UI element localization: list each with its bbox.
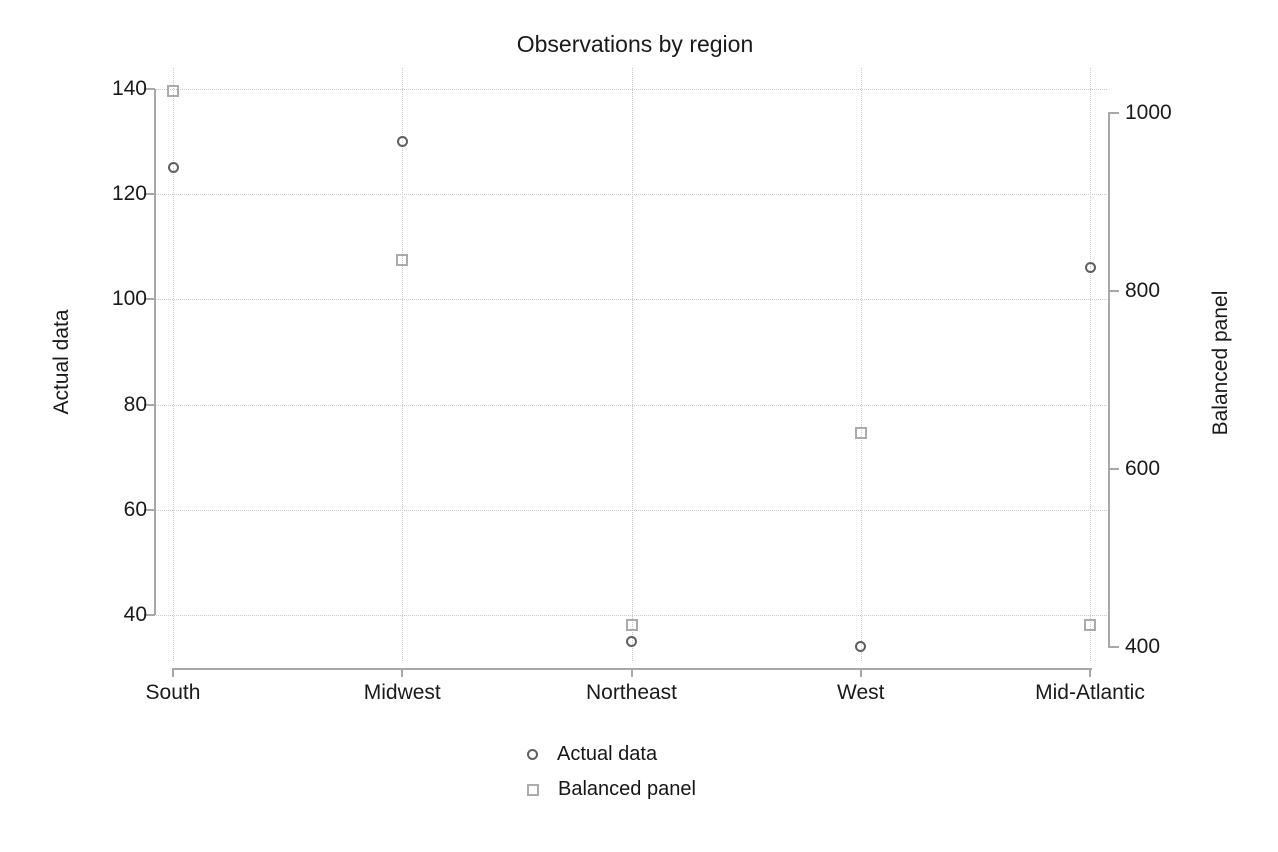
left-axis-tick-label: 60 (123, 497, 147, 521)
right-axis-line (1108, 113, 1110, 647)
right-axis-tick (1108, 468, 1119, 470)
chart-title: Observations by region (516, 31, 754, 57)
x-axis-tick (1089, 668, 1091, 677)
data-point-square-south (167, 84, 179, 97)
vertical-gridline (173, 68, 174, 661)
left-axis-tick (144, 614, 155, 616)
x-axis-tick (630, 668, 633, 677)
legend-item-actual-data: Actual data (527, 737, 696, 772)
right-axis-tick-label: 400 (1125, 635, 1161, 658)
vertical-gridline (631, 68, 633, 661)
data-point-square-northeast (625, 618, 638, 631)
circle-marker-icon (527, 749, 538, 760)
right-axis-tick (1108, 290, 1119, 292)
left-axis-line (154, 89, 156, 615)
left-axis-tick (144, 88, 155, 90)
right-axis-tick-label: 600 (1125, 457, 1161, 480)
left-axis-tick-label: 100 (111, 287, 147, 311)
x-axis-tick (401, 668, 404, 677)
data-point-square-mid-atlantic (1084, 618, 1096, 631)
square-marker-icon (527, 783, 539, 796)
right-axis-tick-label: 800 (1125, 279, 1161, 302)
data-point-circle-south (167, 162, 179, 174)
left-axis-tick (144, 508, 155, 511)
left-axis-tick-label: 80 (123, 392, 147, 416)
data-point-circle-mid-atlantic (1084, 262, 1096, 274)
legend: Actual data Balanced panel (527, 737, 696, 807)
x-axis-line (173, 668, 1092, 670)
data-point-square-west (854, 427, 867, 440)
x-axis-tick-label: Mid-Atlantic (1035, 681, 1145, 704)
left-axis-tick-label: 140 (111, 77, 147, 100)
right-axis-tick (1108, 646, 1119, 648)
right-axis-tick-label: 1000 (1125, 101, 1172, 124)
left-axis-tick-label: 120 (111, 182, 147, 206)
legend-label: Actual data (557, 743, 658, 765)
left-axis-tick (144, 403, 155, 406)
vertical-gridline (402, 68, 404, 661)
data-point-circle-northeast (626, 635, 637, 647)
x-axis-tick-label: West (837, 681, 885, 704)
vertical-gridline (1090, 68, 1091, 661)
data-point-square-midwest (396, 253, 409, 266)
legend-label: Balanced panel (558, 778, 696, 800)
x-axis-tick-label: Midwest (363, 681, 441, 704)
x-axis-tick-label: Northeast (585, 681, 678, 704)
x-axis-tick-label: South (145, 681, 201, 704)
right-axis-tick (1108, 112, 1119, 114)
data-point-circle-west (855, 641, 867, 653)
x-axis-tick (859, 668, 862, 677)
legend-item-balanced-panel: Balanced panel (527, 772, 696, 807)
left-axis-tick (144, 298, 155, 301)
data-point-circle-midwest (396, 136, 408, 148)
left-axis-title: Actual data (50, 309, 73, 415)
left-axis-tick-label: 40 (123, 603, 147, 626)
left-axis-tick (144, 193, 155, 196)
x-axis-tick (172, 668, 174, 677)
right-axis-title: Balanced panel (1209, 290, 1232, 436)
vertical-gridline (860, 68, 862, 661)
